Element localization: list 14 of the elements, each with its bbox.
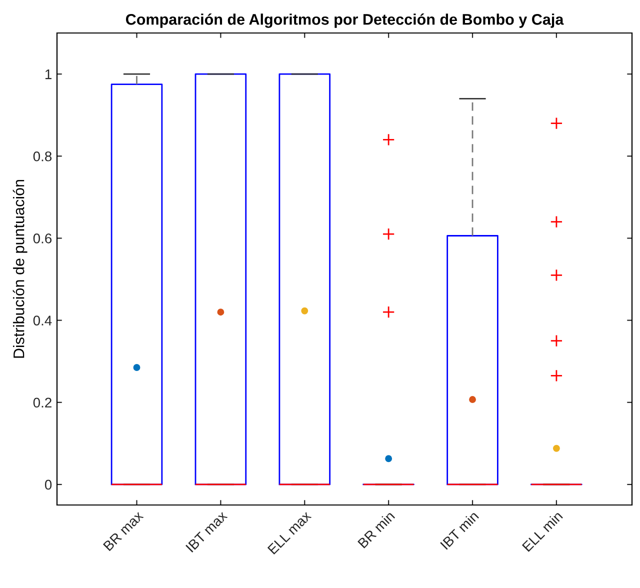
y-tick-label: 0.4 (33, 316, 52, 326)
y-tick-label: 1 (45, 70, 52, 80)
x-tick-label: IBT max (186, 510, 228, 553)
x-tick-label: ELL max (267, 510, 312, 555)
y-axis-title: Distribución de puntuación (12, 180, 28, 358)
y-tick-label: 0 (44, 480, 52, 490)
y-tick-label: 0.2 (33, 398, 52, 408)
x-tick-label: BR max (102, 510, 144, 552)
x-tick-label: IBT min (440, 510, 479, 550)
x-tick-label: BR min (357, 510, 396, 548)
chart-title: Comparación de Algoritmos por Detección de Bombo y Caja (126, 13, 564, 28)
x-tick-label: ELL min (522, 510, 563, 552)
y-tick-label: 0.8 (33, 151, 52, 162)
y-tick-label: 0.6 (33, 234, 52, 244)
